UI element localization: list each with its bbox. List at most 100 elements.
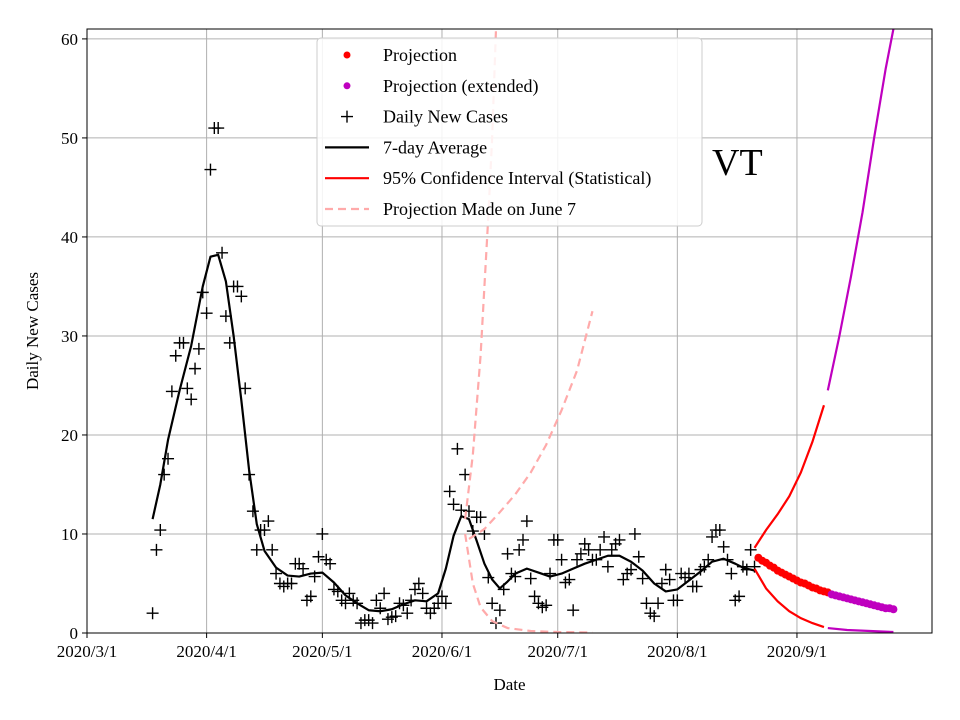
- daily-case-point: [574, 547, 587, 560]
- legend-entry: 95% Confidence Interval (Statistical): [325, 168, 651, 189]
- daily-case-point: [204, 163, 217, 176]
- daily-case-point: [598, 530, 611, 543]
- daily-case-point: [158, 468, 171, 481]
- legend-marker: [343, 51, 351, 59]
- legend-entry: Daily New Cases: [341, 107, 508, 127]
- daily-case-point: [304, 590, 317, 603]
- legend-marker: [343, 82, 351, 90]
- daily-case-point: [401, 607, 414, 620]
- daily-case-point: [540, 599, 553, 612]
- daily-case-point: [555, 553, 568, 566]
- daily-case-point: [416, 587, 429, 600]
- y-tick-label: 0: [70, 624, 79, 643]
- daily-case-point: [443, 485, 456, 498]
- daily-case-point: [567, 604, 580, 617]
- 95-confidence-interval-statistical-lower: [753, 568, 825, 629]
- daily-case-point: [682, 567, 695, 580]
- daily-case-point: [613, 533, 626, 546]
- daily-case-point: [636, 572, 649, 585]
- daily-case-point: [154, 524, 167, 537]
- legend: Projection Projection (extended) Daily New…: [316, 37, 703, 227]
- daily-case-point: [389, 610, 402, 623]
- daily-case-point: [146, 607, 159, 620]
- y-tick-label: 30: [61, 327, 78, 346]
- x-tick-label: 2020/3/1: [57, 642, 117, 661]
- y-tick-label: 20: [61, 426, 78, 445]
- daily-case-point: [493, 604, 506, 617]
- daily-case-point: [459, 468, 472, 481]
- legend-label: 95% Confidence Interval (Statistical): [383, 168, 651, 189]
- confidence-interval-extended-upper: [826, 29, 895, 391]
- daily-case-point: [366, 617, 379, 630]
- plot-area: [146, 29, 898, 633]
- daily-case-point: [582, 543, 595, 556]
- daily-case-point: [270, 567, 283, 580]
- daily-case-point: [447, 498, 460, 511]
- projection-extended-point: [889, 605, 898, 614]
- projection-made-on-june-7-lower: [464, 533, 593, 633]
- daily-case-point: [706, 530, 719, 543]
- seven-day-average-line: [151, 253, 755, 613]
- legend-label: Daily New Cases: [383, 107, 508, 127]
- daily-case-point: [324, 557, 337, 570]
- daily-case-point: [671, 594, 684, 607]
- daily-case-point: [246, 505, 259, 518]
- y-tick-label: 60: [61, 30, 78, 49]
- daily-case-point: [698, 560, 711, 573]
- daily-case-point: [212, 122, 225, 135]
- daily-case-point: [640, 597, 653, 610]
- legend-entry: 7-day Average: [325, 137, 487, 157]
- daily-case-point: [594, 543, 607, 556]
- daily-case-point: [192, 342, 205, 355]
- daily-case-point: [659, 563, 672, 576]
- series-layer: [146, 29, 898, 633]
- daily-case-point: [632, 550, 645, 563]
- daily-case-point: [648, 610, 661, 623]
- 95-confidence-interval-statistical-upper: [753, 404, 826, 549]
- daily-case-point: [165, 385, 178, 398]
- daily-case-point: [601, 560, 614, 573]
- daily-case-point: [563, 573, 576, 586]
- daily-case-point: [455, 504, 468, 517]
- daily-case-point: [439, 597, 452, 610]
- daily-case-point: [733, 590, 746, 603]
- daily-case-point: [501, 547, 514, 560]
- daily-case-point: [513, 543, 526, 556]
- x-tick-label: 2020/8/1: [647, 642, 707, 661]
- daily-case-point: [216, 246, 229, 259]
- daily-case-point: [185, 393, 198, 406]
- daily-case-point: [169, 349, 182, 362]
- legend-label: Projection Made on June 7: [383, 199, 576, 219]
- x-tick-label: 2020/7/1: [528, 642, 588, 661]
- daily-case-point: [150, 543, 163, 556]
- daily-case-point: [339, 597, 352, 610]
- x-tick-label: 2020/9/1: [767, 642, 827, 661]
- daily-case-point: [378, 587, 391, 600]
- daily-case-point: [297, 562, 310, 575]
- daily-case-point: [725, 567, 738, 580]
- daily-case-point: [717, 540, 730, 553]
- confidence-interval-extended-lower: [827, 626, 894, 633]
- legend-label: Projection: [383, 45, 457, 65]
- daily-case-point: [544, 567, 557, 580]
- daily-case-point: [486, 597, 499, 610]
- legend-label: 7-day Average: [383, 137, 487, 157]
- daily-case-point: [181, 382, 194, 395]
- daily-case-point: [266, 543, 279, 556]
- legend-entry: Projection Made on June 7: [325, 199, 576, 219]
- y-tick-label: 40: [61, 228, 78, 247]
- legend-label: Projection (extended): [383, 76, 538, 97]
- plot-frame: [86, 28, 933, 634]
- daily-case-point: [177, 336, 190, 349]
- y-tick-label: 50: [61, 129, 78, 148]
- daily-case-point: [235, 290, 248, 303]
- daily-case-point: [412, 577, 425, 590]
- x-tick-label: 2020/4/1: [176, 642, 236, 661]
- daily-case-point: [258, 524, 271, 537]
- y-axis-title: Daily New Cases: [23, 272, 42, 390]
- legend-box: [316, 37, 703, 227]
- daily-case-point: [628, 527, 641, 540]
- daily-case-point: [451, 442, 464, 455]
- daily-case-point: [370, 594, 383, 607]
